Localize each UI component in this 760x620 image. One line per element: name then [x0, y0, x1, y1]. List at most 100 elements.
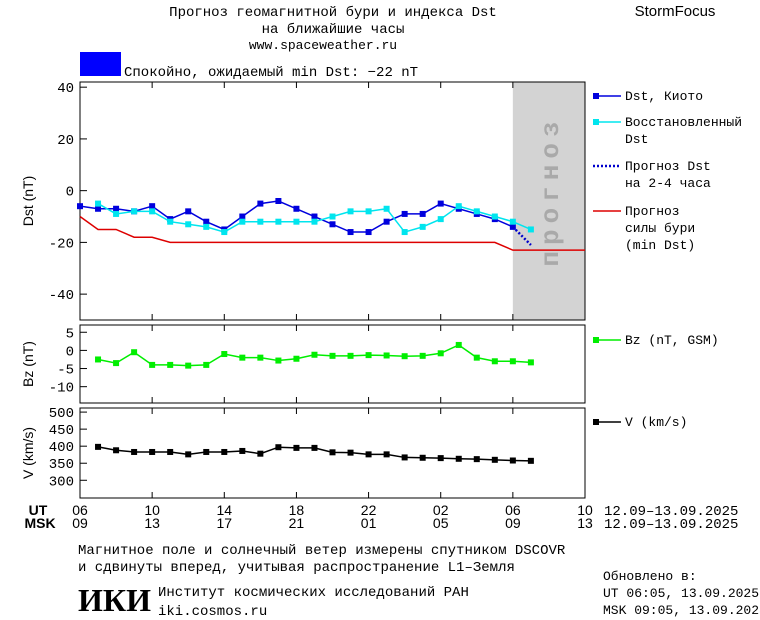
- forecast-region: [512, 82, 585, 320]
- marker: [383, 451, 390, 458]
- y-tick-label: 500: [49, 406, 74, 422]
- title: Прогноз геомагнитной бури и индекса Dst: [169, 4, 497, 21]
- marker: [149, 208, 156, 215]
- y-tick-label: 350: [49, 457, 74, 473]
- marker: [185, 362, 192, 369]
- marker: [527, 457, 534, 464]
- y-tick-label: 450: [49, 423, 74, 439]
- marker: [401, 454, 408, 461]
- msk-range: 12.09–13.09.2025: [604, 517, 738, 533]
- marker: [221, 351, 228, 358]
- marker: [275, 198, 282, 204]
- marker: [311, 218, 318, 225]
- marker: [239, 354, 246, 361]
- marker: [401, 210, 408, 217]
- marker: [365, 451, 372, 458]
- marker: [527, 226, 534, 233]
- x-tick-label: 17: [216, 515, 232, 531]
- x-tick-label: 10: [144, 502, 160, 518]
- marker: [113, 210, 120, 217]
- marker: [419, 223, 426, 230]
- ut-label: UT: [29, 502, 48, 518]
- marker: [203, 448, 210, 455]
- marker: [275, 357, 282, 364]
- x-tick-label: 05: [433, 515, 449, 531]
- legend-entry: Прогноз Dst на 2-4 часа: [625, 159, 711, 191]
- marker: [365, 208, 372, 215]
- legend-marker: [593, 119, 599, 125]
- marker: [437, 455, 444, 462]
- marker: [257, 354, 264, 361]
- site: iki.cosmos.ru: [158, 604, 267, 620]
- series-line: [79, 200, 514, 233]
- marker: [131, 448, 138, 455]
- y-axis-label: Bz (nT): [20, 341, 36, 387]
- panel-frame: [79, 324, 586, 404]
- title: на ближайшие часы: [262, 21, 405, 38]
- marker: [239, 218, 246, 225]
- marker: [419, 352, 426, 359]
- legend-entry: V (km/s): [625, 415, 688, 430]
- y-tick-label: -10: [49, 381, 74, 397]
- marker: [293, 205, 300, 212]
- marker: [257, 450, 264, 457]
- marker: [347, 208, 354, 215]
- institute: Институт космических исследований РАН: [158, 584, 469, 601]
- marker: [185, 208, 192, 215]
- marker: [383, 218, 390, 225]
- marker: [95, 205, 102, 212]
- y-tick-label: 0: [66, 344, 74, 360]
- marker: [437, 200, 444, 207]
- x-tick-label: 22: [361, 502, 377, 518]
- panel-frame: [79, 407, 586, 499]
- marker: [347, 449, 354, 456]
- marker: [311, 444, 318, 451]
- marker: [293, 218, 300, 225]
- x-tick-label: 13: [144, 515, 160, 531]
- series-line: [511, 225, 532, 246]
- legend-marker: [593, 419, 599, 425]
- marker: [401, 353, 408, 360]
- x-tick-label: 09: [72, 515, 88, 531]
- marker: [185, 451, 192, 458]
- x-tick-label: 14: [216, 502, 232, 518]
- series-line: [79, 215, 585, 251]
- marker: [509, 358, 516, 365]
- y-tick-label: 40: [57, 81, 74, 97]
- note: и сдвинуты вперед, учитывая распростране…: [78, 560, 515, 576]
- marker: [329, 213, 336, 220]
- marker: [149, 203, 156, 210]
- y-tick-label: -40: [49, 288, 74, 304]
- legend-entry: Прогноз силы бури (min Dst): [625, 204, 696, 253]
- marker: [113, 447, 120, 454]
- y-axis-label: Dst (nT): [20, 176, 36, 227]
- marker: [311, 213, 318, 220]
- marker: [455, 341, 462, 348]
- legend-entry: Dst, Киото: [625, 89, 704, 104]
- y-tick-label: 400: [49, 440, 74, 456]
- legend-entry: Восстановленный Dst: [625, 115, 743, 147]
- forecast-label: прогноз: [536, 115, 566, 266]
- marker: [491, 213, 498, 220]
- marker: [473, 208, 480, 215]
- marker: [77, 203, 83, 210]
- marker: [347, 352, 354, 359]
- updated: Обновлено в:: [603, 569, 697, 584]
- marker: [257, 200, 264, 207]
- marker: [149, 448, 156, 455]
- legend-marker: [593, 337, 599, 343]
- msk-label: MSK: [24, 515, 55, 531]
- marker: [275, 444, 282, 451]
- legend-entry: Bz (nT, GSM): [625, 333, 719, 348]
- marker: [455, 455, 462, 462]
- marker: [239, 213, 246, 220]
- marker: [203, 361, 210, 368]
- marker: [329, 449, 336, 456]
- legend-marker: [593, 93, 599, 99]
- status-box: [80, 52, 121, 76]
- marker: [113, 205, 120, 212]
- marker: [509, 457, 516, 464]
- y-tick-label: 20: [57, 133, 74, 149]
